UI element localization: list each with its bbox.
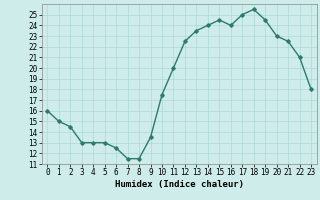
- X-axis label: Humidex (Indice chaleur): Humidex (Indice chaleur): [115, 180, 244, 189]
